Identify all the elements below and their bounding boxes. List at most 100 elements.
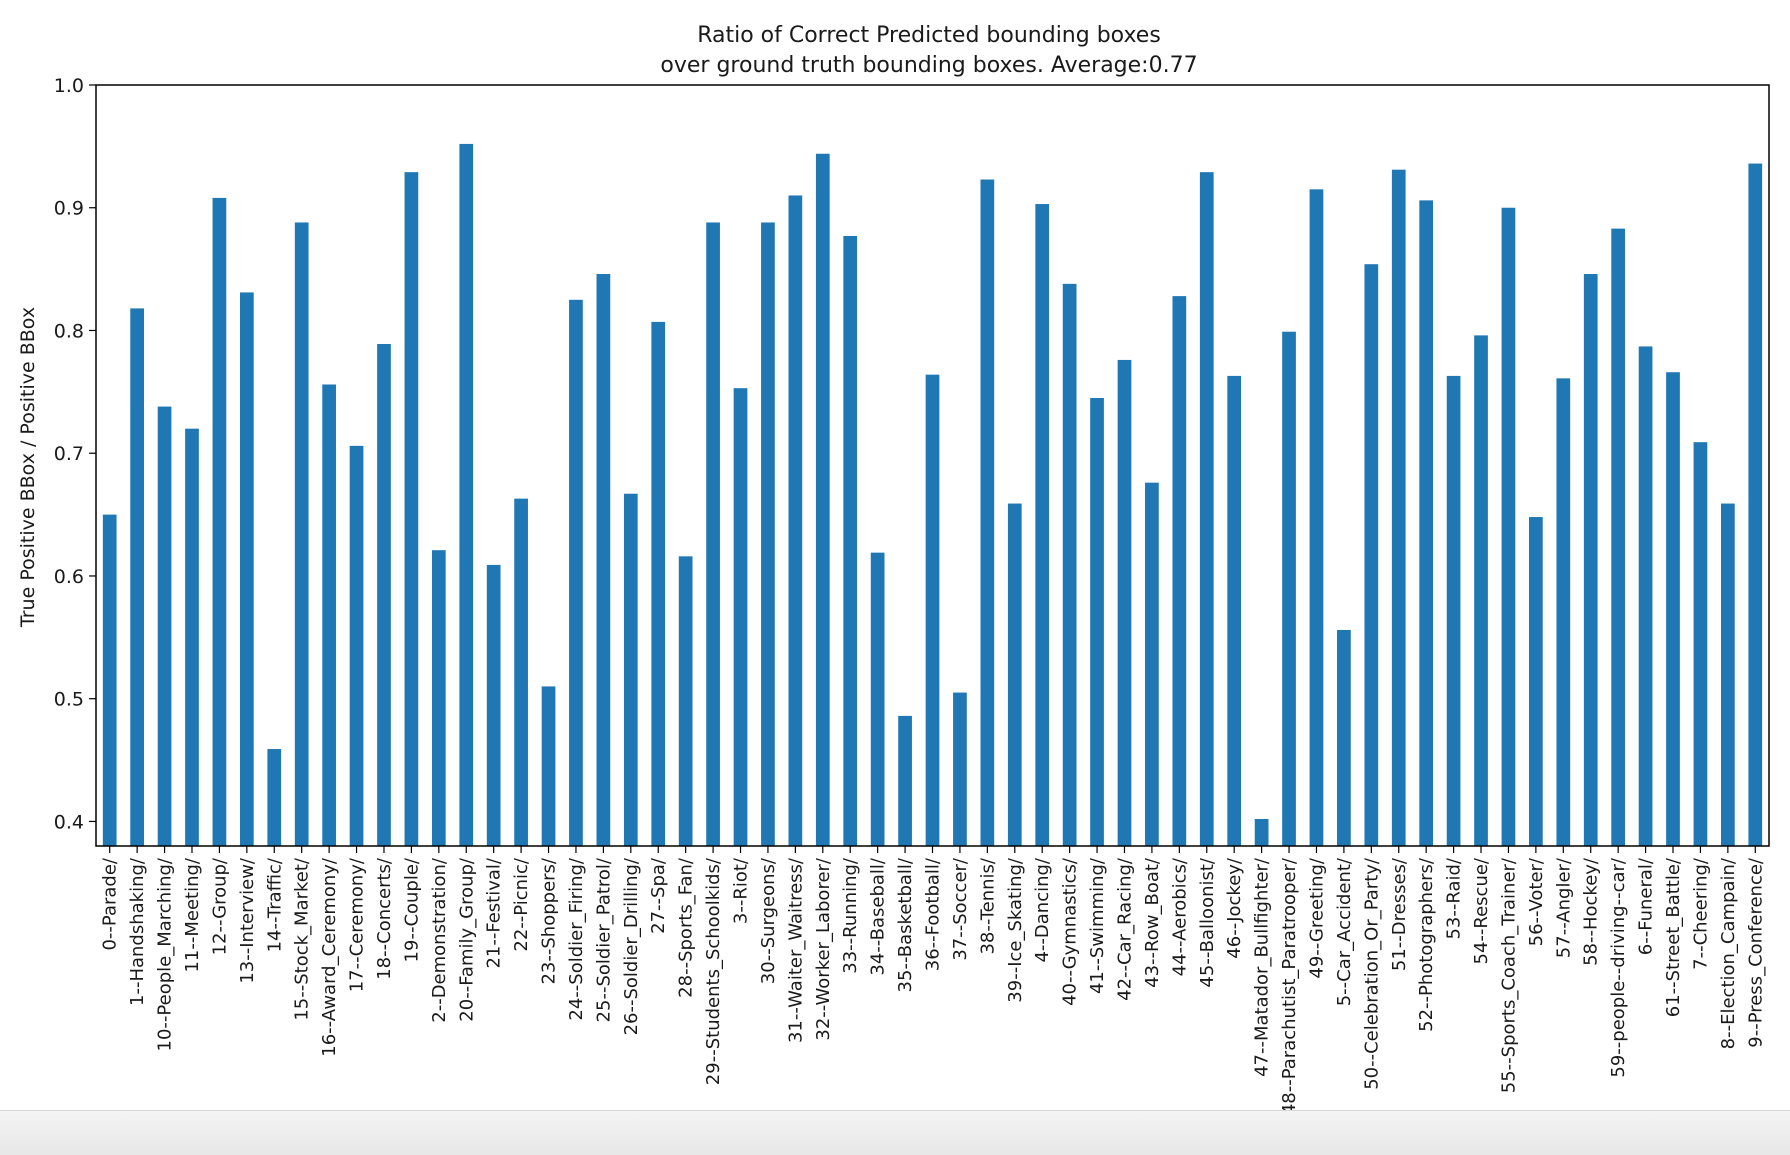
x-tick-label: 14--Traffic/ (264, 857, 285, 952)
y-tick-label: 0.8 (54, 320, 84, 342)
bar (130, 308, 144, 846)
bar (1501, 207, 1516, 847)
bar (1254, 819, 1269, 846)
x-tick-label: 47--Matador_Bullfighter/ (1252, 857, 1273, 1077)
bar (267, 749, 282, 846)
bar (486, 564, 501, 846)
bar (898, 715, 912, 846)
bar (1062, 283, 1077, 847)
x-tick-label: 54--Rescue/ (1471, 857, 1492, 964)
bar (1529, 517, 1543, 846)
x-tick-label: 17--Ceremony/ (347, 857, 368, 992)
x-tick-label: 49--Greeting/ (1306, 857, 1327, 979)
x-tick-label: 50--Celebration_Or_Party/ (1361, 857, 1382, 1090)
bar (623, 493, 638, 846)
x-tick-label: 31--Waiter_Waitress/ (785, 857, 806, 1043)
bar (953, 692, 967, 846)
x-tick-label: 53--Raid/ (1444, 857, 1465, 939)
bar (788, 195, 803, 847)
bar (1364, 264, 1379, 846)
x-tick-label: 42--Car_Racing/ (1114, 857, 1135, 1001)
bar (1583, 274, 1598, 846)
x-tick-label: 6--Funeral/ (1636, 857, 1657, 955)
x-tick-label: 21--Festival/ (484, 857, 505, 968)
bar (1556, 378, 1571, 846)
x-tick-label: 55--Sports_Coach_Trainer/ (1498, 857, 1519, 1093)
bar (1007, 503, 1022, 846)
x-tick-label: 19--Couple/ (401, 857, 422, 962)
x-tick-label: 25--Soldier_Patrol/ (593, 857, 614, 1022)
x-tick-label: 61--Street_Battle/ (1663, 857, 1684, 1017)
y-tick-label: 0.4 (54, 811, 84, 833)
x-axis: 0--Parade/1--Handshaking/10--People_Marc… (100, 846, 1766, 1115)
bar (514, 498, 528, 846)
bar (1145, 482, 1159, 846)
x-tick-label: 24--Soldier_Firing/ (566, 857, 587, 1021)
bar (651, 321, 666, 846)
bar (1693, 442, 1708, 846)
x-tick-label: 2--Demonstration/ (429, 857, 450, 1023)
x-tick-label: 59--people--driving--car/ (1608, 857, 1629, 1078)
x-tick-label: 12--Group/ (209, 857, 230, 955)
bar (1446, 375, 1461, 846)
bar (349, 445, 364, 846)
x-tick-label: 39--Ice_Skating/ (1005, 857, 1026, 1003)
bar (322, 384, 336, 846)
bar (541, 686, 556, 846)
bar (843, 235, 858, 847)
x-tick-label: 56--Voter/ (1526, 857, 1547, 946)
bar (1035, 204, 1050, 846)
x-tick-label: 18--Concerts/ (374, 857, 395, 980)
x-tick-label: 58--Hockey/ (1581, 857, 1602, 966)
x-tick-label: 20--Family_Group/ (456, 857, 477, 1022)
x-tick-label: 26--Soldier_Drilling/ (621, 857, 642, 1035)
x-tick-label: 35--Basketball/ (895, 857, 916, 992)
bar (239, 292, 254, 846)
x-tick-label: 16--Award_Ceremony/ (319, 857, 340, 1057)
x-tick-label: 15--Stock_Market/ (292, 857, 313, 1021)
bar (404, 172, 419, 846)
bar (1419, 200, 1434, 846)
bar (1227, 375, 1242, 846)
x-tick-label: 3--Riot/ (731, 857, 752, 924)
bar (1282, 331, 1296, 847)
x-tick-label: 4--Dancing/ (1032, 857, 1053, 962)
y-tick-label: 0.9 (54, 198, 84, 220)
y-axis-label: True Positive BBox / Positive BBox (17, 307, 39, 628)
chart-title: Ratio of Correct Predicted bounding boxe… (697, 23, 1161, 48)
x-tick-label: 8--Election_Campain/ (1718, 857, 1739, 1049)
bar (459, 143, 474, 847)
x-tick-label: 22--Picnic/ (511, 857, 532, 952)
x-tick-label: 28--Sports_Fan/ (676, 857, 697, 998)
bar (377, 343, 391, 846)
bar (925, 374, 940, 846)
x-tick-label: 36--Football/ (923, 857, 944, 971)
bar (1117, 359, 1132, 846)
plot-frame (95, 84, 1770, 847)
x-tick-label: 57--Angler/ (1553, 857, 1574, 958)
x-tick-label: 10--People_Marching/ (155, 857, 176, 1051)
y-axis: 0.4 0.5 0.6 0.7 0.8 0.9 1.0 (54, 75, 96, 833)
y-tick-label: 0.7 (54, 443, 84, 465)
x-tick-label: 5--Car_Accident/ (1334, 857, 1355, 1006)
x-tick-label: 33--Running/ (840, 857, 861, 974)
bar (1666, 372, 1680, 846)
bar (870, 552, 885, 846)
x-tick-label: 45--Balloonist/ (1197, 857, 1218, 988)
bar (678, 556, 693, 846)
x-tick-label: 32--Worker_Laborer/ (813, 857, 834, 1041)
x-tick-label: 1--Handshaking/ (127, 857, 148, 1006)
x-tick-label: 51--Dresses/ (1389, 857, 1410, 971)
x-tick-label: 44--Aerobics/ (1169, 857, 1190, 976)
bar (1474, 335, 1488, 846)
bar (1337, 629, 1351, 846)
x-tick-label: 38--Tennis/ (977, 857, 998, 954)
y-tick-label: 0.6 (54, 566, 84, 588)
bar (431, 550, 446, 846)
bar (1391, 169, 1406, 846)
bar (815, 153, 830, 847)
y-tick-label: 0.5 (54, 689, 84, 711)
x-tick-label: 29--Students_Schoolkids/ (703, 857, 724, 1085)
x-tick-label: 41--Swimming/ (1087, 857, 1108, 994)
x-tick-label: 48--Parachutist_Paratrooper/ (1279, 857, 1300, 1115)
